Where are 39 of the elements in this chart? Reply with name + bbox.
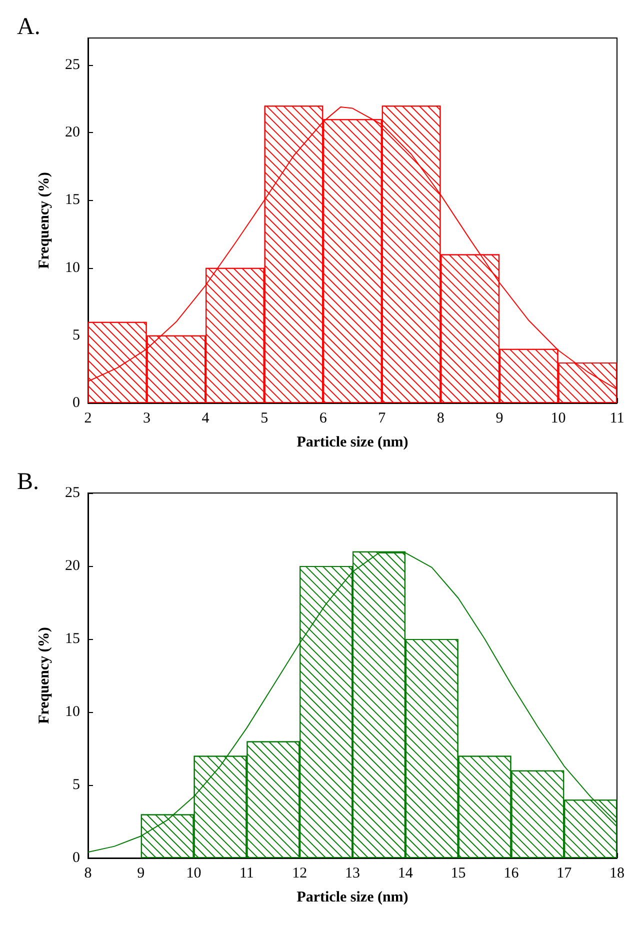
y-tick-label: 0 xyxy=(72,850,80,866)
x-tick-label: 6 xyxy=(319,410,328,426)
x-tick-label: 16 xyxy=(504,866,520,882)
y-tick-label: 5 xyxy=(72,327,80,344)
y-tick-label: 20 xyxy=(65,558,80,574)
x-tick-label: 9 xyxy=(137,866,145,882)
y-axis-title: Frequency (%) xyxy=(36,627,52,724)
x-tick-label: 11 xyxy=(239,866,254,882)
x-tick-label: 12 xyxy=(292,866,308,882)
y-tick-label: 0 xyxy=(72,395,80,411)
x-tick-label: 10 xyxy=(550,410,566,426)
x-tick-label: 2 xyxy=(84,410,92,426)
x-tick-label: 7 xyxy=(378,410,386,426)
x-tick-label: 5 xyxy=(260,410,268,426)
x-tick-label: 8 xyxy=(84,866,92,882)
x-tick-label: 14 xyxy=(398,866,414,882)
x-tick-label: 17 xyxy=(556,866,572,882)
x-tick-label: 3 xyxy=(143,410,151,426)
y-tick-label: 20 xyxy=(65,124,80,141)
chart-title: A. xyxy=(17,14,40,40)
x-tick-label: 13 xyxy=(345,866,360,882)
y-tick-label: 15 xyxy=(65,192,80,208)
x-tick-label: 10 xyxy=(186,866,202,882)
x-axis-title: Particle size (nm) xyxy=(296,434,408,450)
y-tick-label: 25 xyxy=(65,57,80,74)
x-tick-label: 11 xyxy=(610,410,624,426)
y-axis-title: Frequency (%) xyxy=(36,172,52,269)
y-tick-label: 10 xyxy=(65,260,80,276)
x-tick-label: 4 xyxy=(202,410,210,426)
x-tick-label: 15 xyxy=(450,866,466,882)
y-tick-label: 10 xyxy=(65,704,80,720)
y-tick-label: 25 xyxy=(65,485,80,501)
chart-title: B. xyxy=(17,469,40,495)
y-tick-label: 15 xyxy=(65,631,80,647)
y-tick-label: 5 xyxy=(72,777,80,793)
x-tick-label: 18 xyxy=(610,866,624,882)
x-tick-label: 8 xyxy=(436,410,444,426)
x-axis-title: Particle size (nm) xyxy=(296,890,408,906)
x-tick-label: 9 xyxy=(496,410,504,426)
